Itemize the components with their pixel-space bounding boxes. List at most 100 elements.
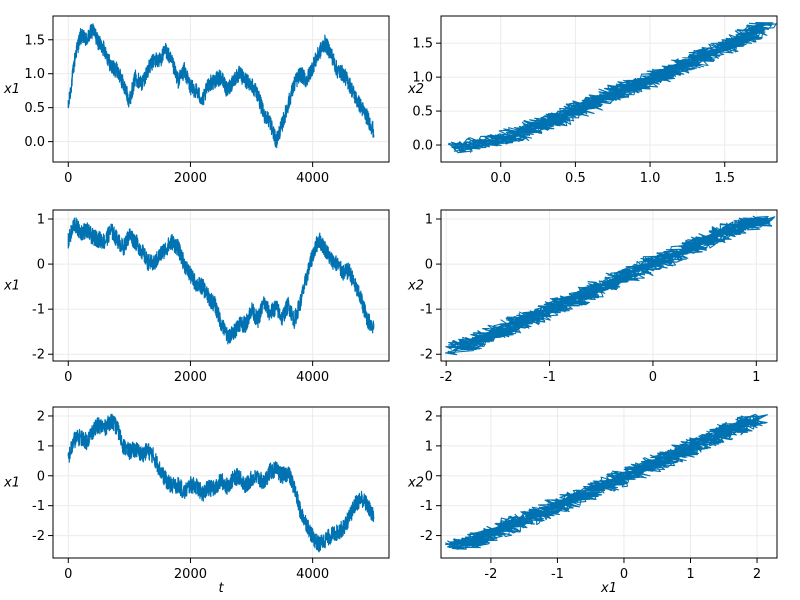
chart-panel-2: 0.0 0.5 1.0 1.5 0.0 0.5 1.0 1.5 x2	[407, 15, 778, 186]
x-tick-label: 0	[64, 171, 72, 186]
data-point	[724, 231, 727, 234]
data-point	[616, 479, 619, 482]
data-point	[760, 220, 763, 223]
chart-panel-5: 0 2000 4000 -2 -1 0 1 2 x1 t	[3, 406, 390, 596]
data-point	[656, 461, 659, 464]
y-axis-label: x2	[407, 279, 424, 294]
x-axis-label: x1	[600, 581, 617, 596]
data-point	[716, 49, 719, 51]
data-point	[537, 123, 539, 126]
data-point	[736, 425, 738, 428]
data-point	[567, 113, 569, 116]
data-point	[621, 276, 623, 279]
y-tick-label: 0	[37, 469, 45, 484]
data-point	[671, 69, 674, 72]
data-point	[641, 83, 644, 85]
y-tick-label: 2	[37, 409, 45, 424]
x-tick-label: 0	[649, 370, 657, 385]
y-tick-label: 1	[425, 439, 433, 454]
data-point	[600, 285, 603, 288]
x-tick-label: 1	[752, 370, 760, 385]
y-tick-label: 2	[425, 409, 433, 424]
y-tick-label: -1	[32, 303, 45, 318]
data-point	[756, 418, 758, 420]
data-point	[596, 488, 599, 491]
x-tick-label: 0	[64, 370, 72, 385]
y-tick-label: -1	[420, 303, 433, 318]
x-tick-label: 0	[64, 567, 72, 582]
data-point	[611, 93, 614, 95]
phase-trajectory	[445, 413, 768, 550]
y-axis-label: x1	[3, 279, 20, 294]
chart-panel-4: -2 -1 0 1 -2 -1 0 1 x2	[407, 209, 778, 385]
y-tick-label: 0.0	[412, 139, 433, 154]
y-axis-label: x1	[3, 82, 20, 97]
y-tick-label: 0.5	[412, 105, 433, 120]
y-tick-label: -2	[420, 348, 433, 363]
data-point	[745, 222, 747, 225]
data-point	[456, 545, 459, 547]
time-series-line	[67, 23, 375, 149]
time-series-line	[67, 413, 375, 553]
data-point	[484, 140, 487, 143]
data-point	[517, 321, 520, 324]
x-tick-label: 4000	[296, 171, 329, 186]
data-point	[676, 452, 679, 455]
data-point	[496, 530, 499, 532]
data-point	[656, 76, 659, 79]
y-tick-label: 1	[37, 213, 45, 228]
y-tick-label: 1	[37, 439, 45, 454]
time-series-line	[67, 217, 375, 345]
data-point	[476, 339, 479, 342]
y-tick-label: 0.5	[24, 101, 45, 116]
y-tick-label: 1.0	[412, 71, 433, 86]
data-point	[496, 330, 499, 333]
y-tick-label: -2	[32, 348, 45, 363]
plot-frame	[52, 15, 390, 163]
x-tick-label: 1.5	[714, 171, 735, 186]
y-axis-label: x1	[3, 476, 20, 491]
data-point	[596, 99, 599, 102]
data-point	[455, 147, 457, 150]
y-tick-label: 0	[37, 258, 45, 273]
plot-frame	[52, 209, 390, 362]
data-point	[683, 249, 685, 252]
chart-panel-6: -2 -1 0 1 2 -2 -1 0 1 2 x2 x1	[407, 406, 778, 596]
phase-trajectory	[444, 215, 776, 356]
y-tick-label: 0.0	[24, 135, 45, 150]
data-point	[516, 521, 519, 524]
data-point	[636, 470, 639, 473]
y-tick-label: -2	[32, 529, 45, 544]
x-tick-label: 1.0	[640, 171, 661, 186]
data-point	[703, 240, 706, 243]
data-point	[581, 106, 584, 109]
plot-frame	[440, 406, 778, 559]
y-axis-label: x2	[407, 82, 424, 97]
x-tick-label: 2000	[174, 370, 207, 385]
y-tick-label: 1.0	[24, 67, 45, 82]
data-point	[507, 137, 510, 140]
data-point	[522, 130, 525, 133]
data-point	[662, 258, 665, 261]
y-tick-label: 0	[425, 469, 433, 484]
x-tick-label: 2000	[174, 567, 207, 582]
x-tick-label: 0	[620, 567, 628, 582]
phase-trajectory	[447, 22, 777, 154]
data-point	[716, 434, 719, 437]
x-axis-label: t	[218, 581, 224, 596]
y-tick-label: -1	[420, 499, 433, 514]
data-point	[556, 504, 559, 507]
y-tick-label: 0	[425, 258, 433, 273]
x-tick-label: 4000	[296, 567, 329, 582]
data-point	[576, 495, 579, 498]
y-tick-label: 1.5	[24, 33, 45, 48]
data-point	[701, 55, 704, 58]
data-point	[686, 62, 689, 65]
data-point	[641, 267, 644, 270]
data-point	[761, 25, 763, 28]
data-point	[579, 294, 582, 297]
data-point	[558, 303, 561, 306]
x-tick-label: -2	[484, 567, 497, 582]
x-tick-label: -1	[543, 370, 556, 385]
